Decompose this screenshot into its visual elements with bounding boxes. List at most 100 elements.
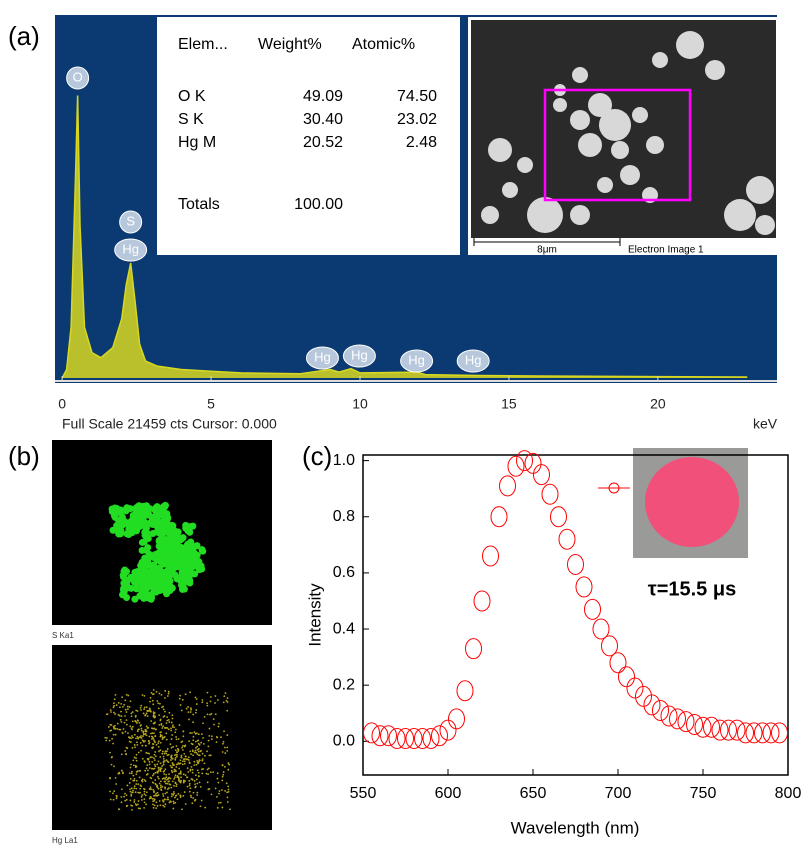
map-dot <box>142 730 145 733</box>
map-dot <box>171 780 174 783</box>
map-dot <box>110 729 113 732</box>
data-point <box>567 553 584 575</box>
map-dot <box>155 511 163 519</box>
map-dot <box>148 707 151 710</box>
map-dot <box>161 750 164 753</box>
map-dot <box>203 762 206 765</box>
map-dot <box>122 507 130 515</box>
map-dot <box>140 735 142 737</box>
map-dot <box>162 795 165 797</box>
map-dot <box>130 727 133 729</box>
map-dot <box>133 777 136 780</box>
map-dot <box>193 542 201 550</box>
map-dot <box>195 751 198 754</box>
map-dot <box>227 768 230 771</box>
map-dot <box>139 741 142 744</box>
map-dot <box>151 761 154 763</box>
data-point <box>592 618 610 640</box>
data-point <box>380 725 397 747</box>
map-dot <box>184 758 186 760</box>
map-dot <box>149 788 152 791</box>
map-dot <box>143 694 146 697</box>
map-dot <box>167 718 170 721</box>
map-dot <box>175 785 178 788</box>
table-cell: 23.02 <box>397 111 437 128</box>
map-dot <box>143 706 146 709</box>
map-dot <box>130 772 133 775</box>
map-dot <box>109 526 117 534</box>
peak-badge <box>400 349 434 373</box>
map-dot <box>156 763 159 766</box>
map-dot <box>125 693 128 696</box>
map-dot <box>109 723 112 726</box>
map-dot <box>127 732 129 735</box>
map-dot <box>210 712 213 715</box>
peak-badge <box>305 346 339 370</box>
map-dot <box>207 739 210 742</box>
map-dot <box>178 763 181 765</box>
map-dot <box>174 728 177 731</box>
map-dot <box>201 772 204 775</box>
map-dot <box>188 562 196 570</box>
map-dot <box>214 713 217 716</box>
data-point <box>516 450 533 472</box>
map-dot <box>124 715 126 717</box>
map-dot <box>182 773 185 776</box>
map-dot <box>191 768 194 771</box>
map-dot <box>151 727 153 730</box>
map-dot <box>201 758 204 760</box>
map-label: Hg La1 <box>52 836 78 845</box>
map-dot <box>190 796 193 799</box>
map-dot <box>197 754 200 757</box>
map-dot <box>194 740 197 743</box>
map-dot <box>118 706 121 709</box>
map-dot <box>125 805 128 808</box>
map-dot <box>192 735 195 738</box>
map-dot <box>182 521 190 529</box>
map-dot <box>109 777 111 780</box>
map-dot <box>136 743 139 746</box>
map-dot <box>114 694 117 696</box>
map-dot <box>222 742 224 745</box>
map-dot <box>139 784 142 787</box>
map-dot <box>140 709 142 711</box>
map-dot <box>148 710 150 712</box>
data-point <box>618 666 635 688</box>
map-dot <box>152 737 155 740</box>
map-dot <box>161 785 164 788</box>
map-dot <box>195 778 198 781</box>
map-dot <box>155 690 158 693</box>
map-dot <box>134 766 137 768</box>
map-dot <box>133 744 136 746</box>
map-dot <box>133 787 136 790</box>
map-dot <box>175 738 178 741</box>
map-dot <box>149 530 157 538</box>
map-dot <box>165 782 167 785</box>
table-cell: 49.09 <box>303 88 343 105</box>
map-dot <box>156 775 159 778</box>
map-dot <box>181 763 184 766</box>
map-dot <box>197 742 200 745</box>
map-dot <box>161 799 164 802</box>
map-dot <box>149 786 152 789</box>
map-dot <box>168 773 170 776</box>
legend-marker <box>608 482 620 494</box>
data-point <box>558 528 576 550</box>
map-dot <box>152 715 155 718</box>
map-dot <box>171 717 174 720</box>
map-dot <box>130 715 133 718</box>
map-dot <box>166 572 174 580</box>
map-dot <box>154 782 157 785</box>
map-dot <box>208 754 211 757</box>
map-dot <box>171 762 174 764</box>
map-dot <box>174 528 182 536</box>
map-dot <box>120 769 123 772</box>
map-dot <box>226 734 229 736</box>
map-dot <box>127 584 135 592</box>
map-dot <box>119 586 127 594</box>
map-dot <box>157 769 160 771</box>
map-dot <box>123 703 126 706</box>
map-dot <box>157 760 160 763</box>
map-dot <box>191 743 194 746</box>
table-header: Atomic% <box>352 36 415 53</box>
